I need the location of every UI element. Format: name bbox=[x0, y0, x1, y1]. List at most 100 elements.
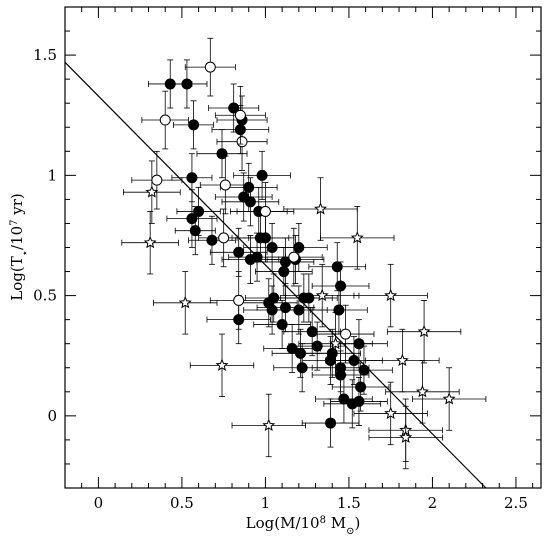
data-point bbox=[298, 312, 373, 376]
data-point bbox=[209, 271, 268, 330]
data-point bbox=[320, 206, 395, 270]
open-circle-marker bbox=[219, 179, 231, 191]
filled-circle-marker bbox=[268, 292, 280, 304]
data-point bbox=[353, 381, 428, 446]
x-axis-label: Log(M/108 M⊙) bbox=[246, 514, 361, 537]
x-tick-label: 0.5 bbox=[170, 494, 194, 512]
open-circle-marker bbox=[218, 232, 230, 244]
filled-circle-marker bbox=[358, 364, 370, 376]
filled-circle-marker bbox=[355, 381, 367, 393]
filled-circle-marker bbox=[293, 304, 305, 316]
x-tick-label: 1.5 bbox=[337, 494, 361, 512]
data-point bbox=[198, 208, 250, 268]
data-point bbox=[233, 150, 291, 200]
data-point bbox=[285, 263, 360, 328]
data-point bbox=[270, 223, 328, 272]
data-point bbox=[174, 206, 216, 256]
data-point bbox=[209, 227, 268, 277]
data-point bbox=[236, 182, 295, 241]
open-circle-marker bbox=[204, 61, 216, 73]
filled-circle-marker bbox=[206, 234, 218, 246]
filled-circle-marker bbox=[276, 318, 288, 330]
open-star-marker bbox=[442, 392, 456, 405]
y-axis-label: Log(T⋆/107 yr) bbox=[8, 193, 31, 301]
open-circle-marker bbox=[259, 205, 271, 217]
filled-circle-marker bbox=[256, 169, 268, 181]
open-circle-marker bbox=[159, 114, 171, 126]
data-point bbox=[166, 59, 208, 109]
open-circle-marker bbox=[236, 136, 248, 148]
open-star-marker bbox=[145, 185, 159, 198]
data-point bbox=[166, 189, 218, 248]
data-point bbox=[153, 271, 218, 335]
y-tick-label: 0 bbox=[47, 407, 57, 425]
regression-line bbox=[64, 61, 487, 489]
filled-circle-marker bbox=[335, 369, 347, 381]
open-star-marker bbox=[143, 235, 157, 249]
data-point bbox=[123, 160, 181, 224]
open-star-marker bbox=[399, 430, 413, 443]
data-point bbox=[214, 85, 266, 145]
open-star-marker bbox=[215, 358, 229, 371]
x-tick-label: 2 bbox=[428, 494, 438, 512]
data-point bbox=[353, 263, 428, 328]
x-tick-label: 2.5 bbox=[504, 494, 528, 512]
data-point bbox=[368, 405, 443, 470]
filled-circle-marker bbox=[353, 395, 365, 407]
filled-circle-marker bbox=[216, 148, 228, 160]
data-point bbox=[311, 350, 370, 400]
data-point bbox=[365, 328, 440, 393]
data-point bbox=[216, 112, 268, 171]
filled-circle-marker bbox=[333, 304, 345, 316]
data-point bbox=[131, 150, 183, 210]
open-circle-marker bbox=[233, 294, 245, 306]
open-star-marker bbox=[395, 353, 409, 367]
open-star-marker bbox=[315, 288, 329, 302]
filled-circle-marker bbox=[294, 347, 306, 359]
data-point bbox=[199, 155, 251, 215]
open-circle-marker bbox=[288, 251, 300, 263]
open-circle-marker bbox=[234, 109, 246, 121]
filled-circle-marker bbox=[244, 196, 256, 208]
open-star-marker bbox=[417, 324, 431, 338]
open-star-marker bbox=[384, 288, 398, 302]
y-tick-label: 1 bbox=[47, 166, 57, 184]
filled-circle-marker bbox=[181, 78, 193, 90]
filled-circle-marker bbox=[348, 355, 360, 367]
open-star-marker bbox=[329, 336, 343, 350]
data-point bbox=[189, 333, 255, 398]
data-points bbox=[121, 37, 487, 470]
filled-circle-marker bbox=[296, 362, 308, 374]
data-point bbox=[173, 100, 215, 150]
open-star-marker bbox=[262, 418, 276, 431]
data-point bbox=[176, 186, 221, 236]
data-point bbox=[231, 393, 306, 458]
data-point bbox=[280, 273, 338, 323]
filled-circle-marker bbox=[303, 292, 315, 304]
filled-circle-marker bbox=[279, 302, 291, 314]
data-point bbox=[385, 360, 460, 424]
filled-circle-marker bbox=[188, 119, 200, 131]
data-point bbox=[308, 242, 367, 292]
filled-circle-marker bbox=[193, 205, 205, 217]
data-point bbox=[265, 227, 323, 287]
filled-circle-marker bbox=[311, 340, 323, 352]
data-point bbox=[283, 177, 358, 241]
data-point bbox=[141, 90, 189, 150]
open-circle-marker bbox=[340, 328, 352, 340]
open-star-marker bbox=[314, 202, 328, 215]
filled-circle-marker bbox=[189, 225, 201, 237]
filled-circle-marker bbox=[186, 213, 198, 225]
data-point bbox=[301, 398, 360, 448]
open-star-marker bbox=[178, 296, 192, 309]
data-point bbox=[411, 367, 487, 431]
filled-circle-marker bbox=[186, 172, 198, 184]
open-star-marker bbox=[384, 406, 398, 419]
data-point bbox=[270, 285, 328, 335]
filled-circle-marker bbox=[228, 102, 240, 114]
filled-circle-marker bbox=[243, 181, 255, 193]
filled-circle-marker bbox=[293, 242, 305, 253]
data-point bbox=[316, 304, 375, 364]
filled-circle-marker bbox=[306, 326, 318, 338]
